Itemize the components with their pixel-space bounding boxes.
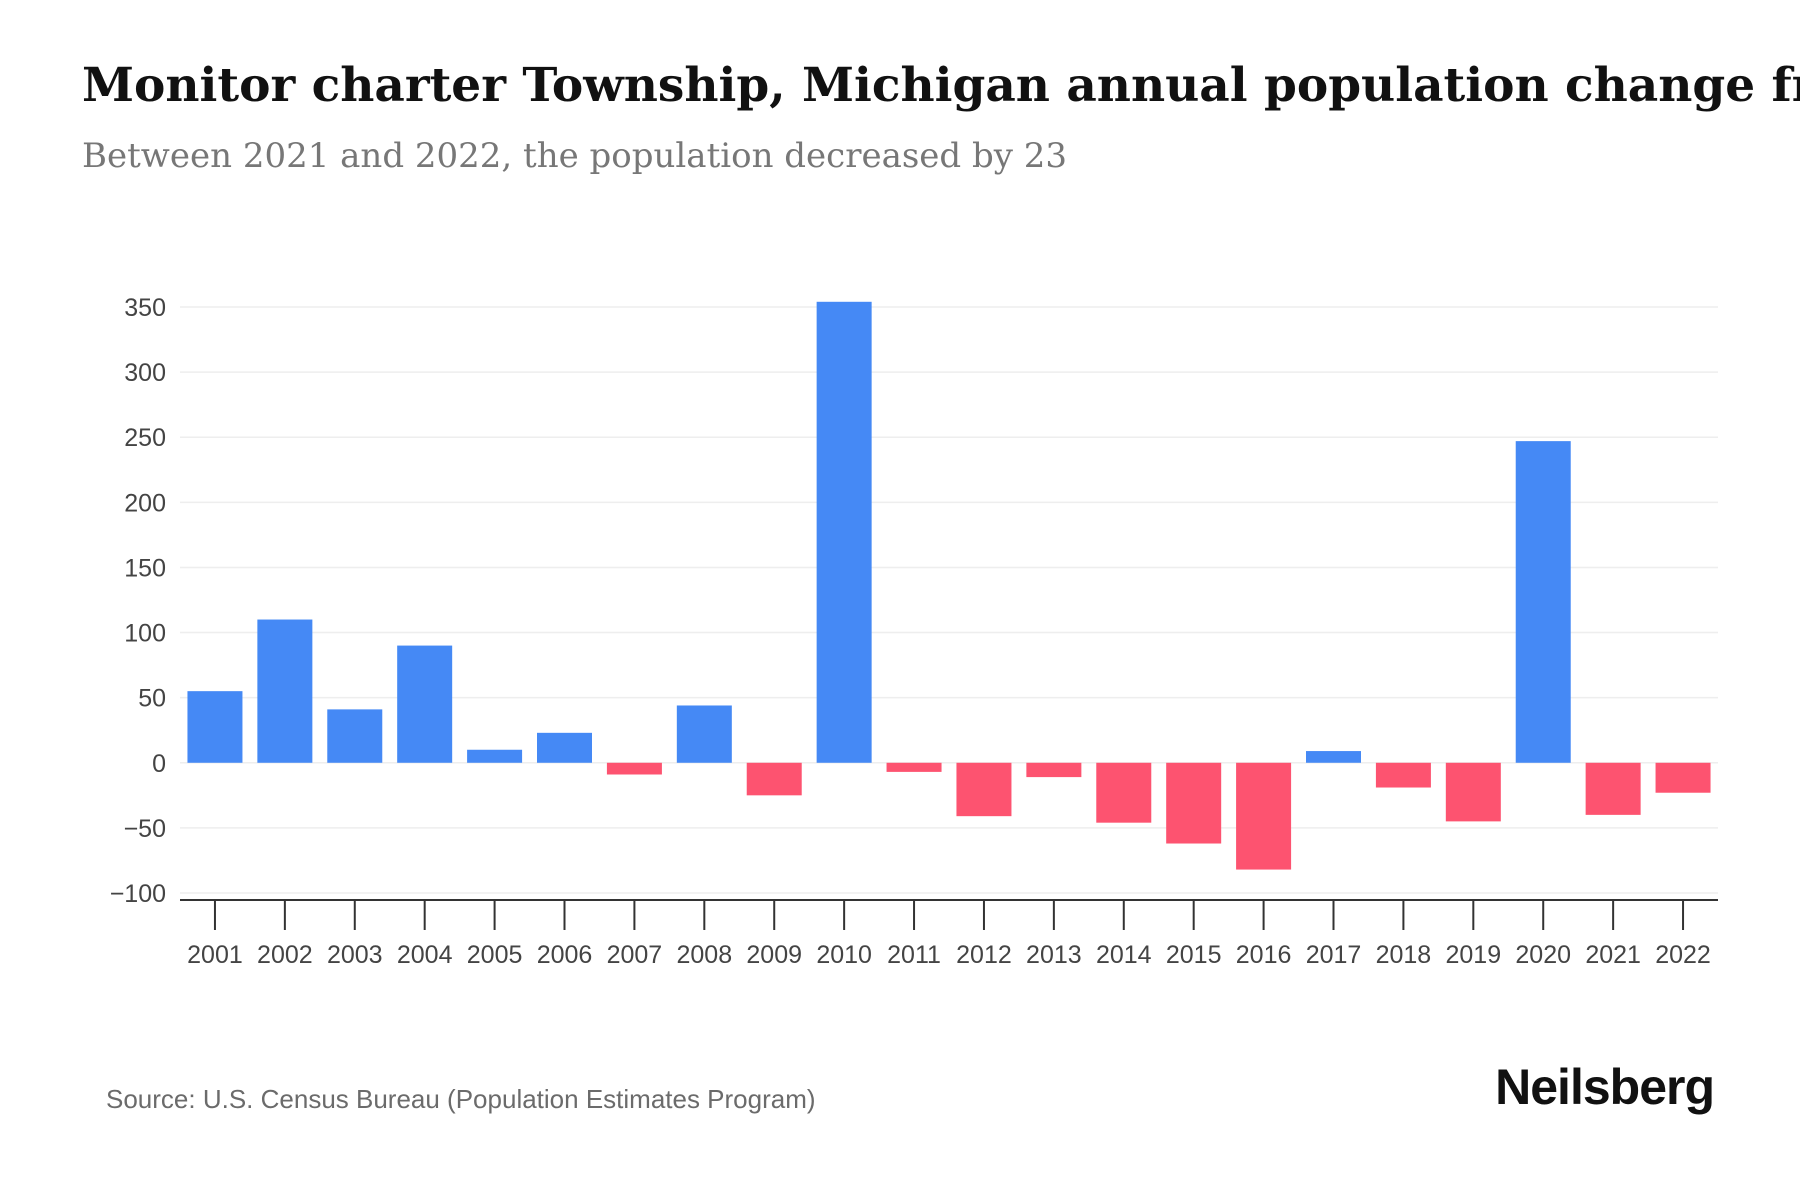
bar-2011 bbox=[886, 762, 942, 772]
bar-2015 bbox=[1166, 762, 1222, 844]
bar-2001 bbox=[187, 691, 243, 763]
y-tick-label: 350 bbox=[124, 294, 166, 322]
bar-2003 bbox=[327, 709, 383, 763]
x-tick-label: 2012 bbox=[956, 941, 1012, 969]
x-tick-label: 2009 bbox=[746, 941, 802, 969]
x-tick-label: 2021 bbox=[1585, 941, 1641, 969]
y-tick-label: 250 bbox=[124, 424, 166, 452]
bar-2021 bbox=[1585, 762, 1641, 815]
bars bbox=[187, 301, 1711, 870]
x-tick-label: 2008 bbox=[677, 941, 733, 969]
chart-subtitle: Between 2021 and 2022, the population de… bbox=[82, 136, 1068, 176]
x-tick-label: 2020 bbox=[1515, 941, 1571, 969]
y-tick-label: −50 bbox=[124, 815, 166, 843]
x-tick-label: 2002 bbox=[257, 941, 313, 969]
y-tick-label: 0 bbox=[152, 750, 166, 778]
x-tick-label: 2022 bbox=[1655, 941, 1711, 969]
bar-2004 bbox=[397, 645, 453, 763]
bar-2002 bbox=[257, 619, 313, 763]
y-tick-label: 300 bbox=[124, 359, 166, 387]
x-tick-label: 2015 bbox=[1166, 941, 1222, 969]
bar-2014 bbox=[1096, 762, 1152, 823]
bar-2019 bbox=[1445, 762, 1501, 822]
y-tick-label: 150 bbox=[124, 554, 166, 582]
bar-2013 bbox=[1026, 762, 1082, 778]
neilsberg-logo: Neilsberg bbox=[1495, 1059, 1715, 1115]
source-note: Source: U.S. Census Bureau (Population E… bbox=[106, 1084, 816, 1114]
bar-2012 bbox=[956, 762, 1012, 817]
x-tick-label: 2003 bbox=[327, 941, 383, 969]
bar-2008 bbox=[676, 705, 732, 763]
y-axis-tick-labels: 350 300 250 200 150 100 50 0 −50 −100 bbox=[110, 294, 166, 908]
bar-2010 bbox=[816, 301, 872, 763]
y-tick-label: 50 bbox=[138, 685, 166, 713]
x-tick-label: 2017 bbox=[1306, 941, 1362, 969]
y-tick-label: −100 bbox=[110, 880, 166, 908]
x-tick-label: 2019 bbox=[1446, 941, 1502, 969]
x-tick-label: 2018 bbox=[1376, 941, 1432, 969]
chart-title: Monitor charter Township, Michigan annua… bbox=[82, 58, 1800, 113]
bar-2005 bbox=[467, 749, 523, 763]
x-tick-label: 2010 bbox=[816, 941, 872, 969]
bar-2006 bbox=[537, 732, 592, 763]
x-tick-label: 2006 bbox=[537, 941, 593, 969]
x-tick-label: 2016 bbox=[1236, 941, 1292, 969]
bar-2022 bbox=[1655, 762, 1711, 793]
x-tick-label: 2011 bbox=[887, 941, 941, 969]
bar-2007 bbox=[606, 762, 662, 775]
bar-2009 bbox=[746, 762, 802, 796]
x-axis: 2001 2002 2003 2004 2005 2006 2007 2008 2009 2010… bbox=[180, 899, 1718, 969]
x-tick-label: 2001 bbox=[187, 941, 243, 969]
x-tick-label: 2004 bbox=[397, 941, 453, 969]
x-tick-label: 2013 bbox=[1026, 941, 1082, 969]
x-tick-label: 2007 bbox=[607, 941, 663, 969]
y-tick-label: 100 bbox=[124, 620, 166, 648]
y-tick-label: 200 bbox=[124, 489, 166, 517]
bar-2020 bbox=[1515, 441, 1571, 763]
x-tick-label: 2014 bbox=[1096, 941, 1152, 969]
bar-2018 bbox=[1375, 762, 1431, 788]
x-tick-label: 2005 bbox=[467, 941, 523, 969]
bar-2017 bbox=[1306, 751, 1361, 763]
bar-2016 bbox=[1236, 762, 1292, 870]
